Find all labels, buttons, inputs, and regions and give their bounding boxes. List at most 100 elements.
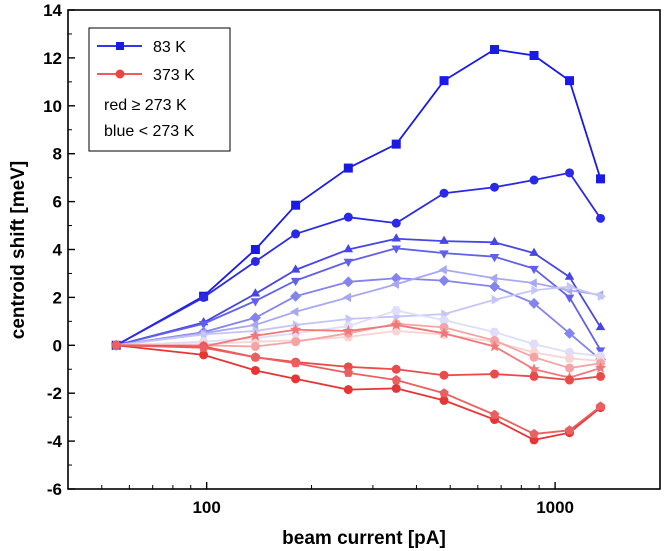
series-point: [250, 365, 260, 375]
series-point: [390, 279, 399, 289]
series-point: [198, 321, 209, 330]
series-point: [564, 425, 575, 435]
legend: 83 K 373 K red ≥ 273 K blue < 273 K: [88, 27, 231, 152]
series-point: [199, 292, 209, 302]
series-point: [528, 297, 540, 309]
series-point: [391, 375, 401, 385]
series-2: [111, 168, 606, 350]
legend-label-1: 83 K: [153, 39, 186, 56]
series-point: [491, 295, 500, 305]
x-axis-title: beam current [pA]: [282, 528, 446, 549]
series-point: [439, 188, 449, 198]
series-point: [489, 409, 500, 419]
series-point: [489, 327, 500, 337]
series-point: [250, 298, 261, 307]
y-tick-label: 4: [53, 241, 63, 260]
series-point: [250, 341, 260, 351]
y-tick-label: 14: [43, 1, 62, 20]
series-point: [489, 236, 500, 246]
legend-marker-1: [116, 42, 124, 50]
y-tick-label: 6: [53, 193, 62, 212]
series-point: [564, 327, 576, 339]
x-tick-label: 100: [192, 498, 220, 517]
series-point: [565, 375, 575, 385]
series-point: [390, 318, 402, 330]
legend-marker-2: [115, 69, 125, 79]
series-point: [439, 250, 449, 259]
series-point: [342, 276, 354, 288]
series-point: [290, 358, 301, 368]
series-point: [596, 174, 606, 184]
series-point: [391, 139, 401, 149]
series-point: [489, 273, 498, 283]
series-point: [596, 213, 606, 223]
legend-note-red: red ≥ 273 K: [104, 97, 187, 114]
series-point: [529, 51, 539, 61]
series-point: [565, 363, 575, 373]
series-point: [528, 363, 540, 375]
series-point: [391, 364, 401, 374]
series-point: [289, 323, 302, 335]
series-point: [249, 320, 259, 330]
series-point: [342, 292, 352, 303]
series-point: [391, 383, 401, 393]
series-point: [200, 329, 210, 340]
series-point: [291, 337, 301, 347]
y-tick-label: 10: [43, 97, 62, 116]
series-point: [111, 340, 121, 350]
series-point: [343, 258, 354, 267]
series-point: [198, 342, 209, 352]
series-point: [564, 354, 575, 363]
series-point: [342, 324, 355, 336]
series-point: [439, 370, 449, 380]
y-tick-label: 0: [53, 336, 62, 355]
series-point: [438, 265, 447, 275]
y-tick-label: 8: [53, 145, 62, 164]
series-point: [596, 371, 606, 381]
series-point: [565, 76, 575, 86]
series-point: [343, 367, 354, 377]
series-point: [529, 352, 539, 362]
series-point: [565, 168, 575, 178]
series-point: [391, 218, 401, 228]
series-point: [343, 212, 353, 222]
series-point: [595, 347, 606, 356]
series-point: [439, 76, 449, 86]
series-point: [439, 388, 449, 398]
series-point: [438, 275, 450, 287]
series-point: [391, 306, 402, 315]
series-point: [490, 369, 500, 379]
series-point: [529, 339, 540, 349]
series-point: [290, 277, 301, 287]
series-point: [250, 352, 261, 362]
y-tick-label: -4: [47, 432, 63, 451]
series-point: [528, 278, 537, 288]
series-point: [439, 315, 450, 325]
series-point: [199, 350, 209, 360]
series-point: [343, 385, 353, 395]
series-point: [290, 307, 299, 317]
axes-layer: -6 -4 -2 0 2 4 6 8 10 12 14 100 1000: [43, 1, 574, 517]
series-point: [290, 264, 301, 273]
series-point: [490, 45, 500, 55]
series-point: [391, 233, 401, 242]
series-point: [249, 329, 262, 341]
series-point: [490, 182, 500, 192]
series-point: [595, 321, 606, 331]
series-point: [291, 374, 301, 384]
y-tick-label: 12: [43, 49, 62, 68]
y-axis-title: centroid shift [meV]: [8, 161, 29, 339]
series-point: [529, 247, 539, 256]
series-point: [438, 327, 450, 339]
y-tick-label: -2: [47, 384, 62, 403]
series-point: [439, 395, 449, 405]
series-point: [250, 245, 260, 254]
series-point: [291, 229, 301, 239]
series-point: [529, 265, 539, 275]
series-point: [595, 401, 606, 411]
series-point: [345, 314, 354, 324]
series-point: [250, 288, 261, 297]
y-tick-label: 2: [53, 288, 62, 307]
series-point: [489, 281, 500, 293]
